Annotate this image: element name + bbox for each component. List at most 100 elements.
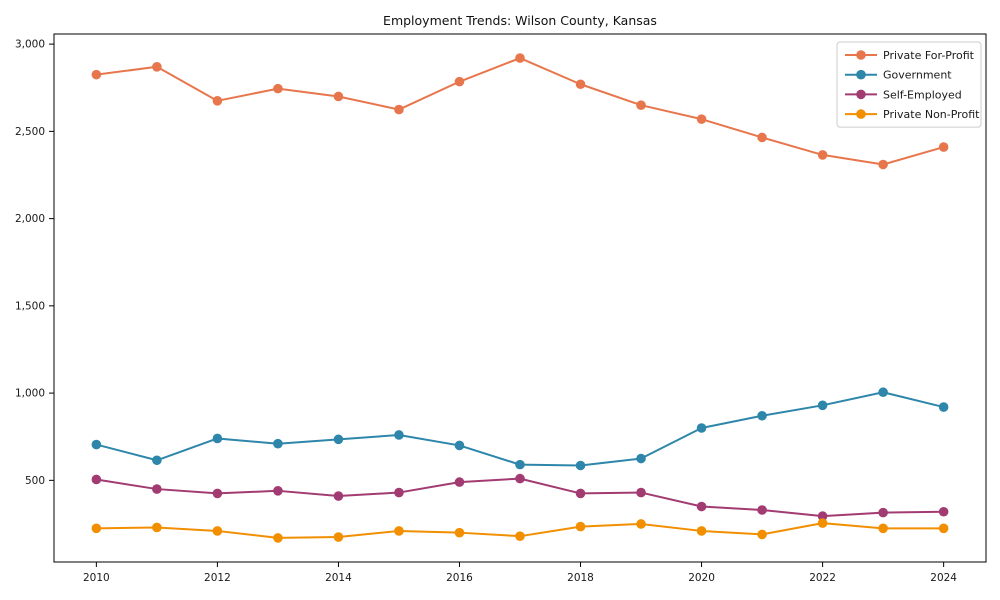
data-point-private-for-profit-2014	[333, 91, 344, 102]
data-point-private-for-profit-2016	[454, 76, 465, 87]
data-point-private-for-profit-2010	[91, 69, 102, 80]
data-point-private-for-profit-2013	[273, 83, 283, 94]
y-tick-label: 1,000	[15, 388, 45, 400]
legend-label: Government	[883, 69, 952, 82]
data-point-government-2020	[696, 423, 707, 433]
x-tick-label: 2014	[325, 572, 352, 584]
data-point-private-for-profit-2022	[817, 150, 828, 160]
data-point-government-2024	[938, 402, 949, 412]
data-point-government-2012	[212, 433, 223, 444]
data-point-private-non-profit-2012	[212, 526, 223, 536]
data-point-government-2017	[515, 459, 525, 470]
data-point-private-non-profit-2023	[878, 523, 888, 534]
data-point-private-non-profit-2014	[333, 532, 344, 542]
legend-item-self-employed: Self-Employed	[845, 88, 962, 101]
legend-box	[836, 41, 982, 128]
data-point-private-for-profit-2023	[878, 159, 888, 170]
data-point-private-for-profit-2011	[152, 62, 162, 72]
data-point-self-employed-2010	[91, 474, 102, 485]
data-point-private-non-profit-2015	[394, 526, 404, 536]
data-point-government-2022	[817, 400, 828, 411]
y-tick-label: 1,500	[15, 300, 45, 312]
legend-sample-marker	[856, 50, 866, 60]
legend-label: Private For-Profit	[883, 49, 975, 62]
x-tick-label: 2022	[809, 572, 836, 584]
data-point-government-2015	[394, 430, 404, 440]
series-private-for-profit	[91, 53, 949, 170]
x-tick-label: 2010	[83, 572, 110, 584]
data-point-private-non-profit-2016	[454, 527, 465, 538]
data-point-government-2011	[152, 455, 162, 466]
legend-item-government: Government	[845, 69, 952, 82]
data-point-self-employed-2017	[515, 473, 525, 484]
data-point-self-employed-2015	[394, 487, 404, 498]
data-point-self-employed-2020	[696, 501, 707, 512]
data-point-self-employed-2019	[636, 487, 646, 498]
data-point-government-2010	[91, 439, 102, 450]
x-tick-label: 2016	[446, 572, 473, 584]
legend-item-private-non-profit: Private Non-Profit	[845, 108, 980, 121]
legend-item-private-for-profit: Private For-Profit	[845, 49, 975, 62]
legend-sample-marker	[856, 109, 866, 119]
data-point-private-non-profit-2011	[152, 522, 162, 533]
data-point-private-non-profit-2013	[273, 533, 283, 543]
data-point-private-for-profit-2012	[212, 96, 223, 106]
data-point-government-2019	[636, 453, 646, 464]
y-tick-label: 2,500	[15, 126, 45, 138]
data-point-private-for-profit-2020	[696, 114, 707, 124]
data-point-self-employed-2018	[575, 488, 586, 499]
chart-title: Employment Trends: Wilson County, Kansas	[383, 13, 657, 28]
data-point-private-non-profit-2021	[757, 529, 767, 540]
data-point-government-2014	[333, 434, 344, 445]
data-point-self-employed-2013	[273, 486, 283, 496]
y-tick-label: 3,000	[15, 39, 45, 51]
x-tick-label: 2024	[930, 572, 957, 584]
x-tick-label: 2012	[204, 572, 231, 584]
data-point-private-for-profit-2018	[575, 79, 586, 90]
data-point-private-non-profit-2017	[515, 531, 525, 541]
data-point-self-employed-2012	[212, 488, 223, 499]
axes: 500 1,000 1,500 2,000 2,500 3,000 2010 2012 2014…	[15, 39, 957, 584]
legend-label: Self-Employed	[883, 88, 962, 101]
data-point-private-for-profit-2021	[757, 132, 767, 143]
data-point-government-2013	[273, 438, 283, 449]
legend: Private For-Profit Government Self-Employe…	[836, 41, 982, 128]
data-point-self-employed-2021	[757, 505, 767, 515]
data-point-self-employed-2014	[333, 491, 344, 501]
legend-sample-marker	[856, 89, 866, 100]
plot-frame	[53, 33, 987, 563]
data-point-private-for-profit-2015	[394, 104, 404, 115]
data-point-private-non-profit-2022	[817, 518, 828, 528]
data-point-private-for-profit-2017	[515, 53, 525, 63]
series-line-government	[95, 391, 945, 467]
y-tick-label: 2,000	[15, 213, 45, 225]
series-line-self-employed	[95, 477, 945, 518]
legend-label: Private Non-Profit	[883, 108, 980, 121]
data-point-private-non-profit-2010	[91, 523, 102, 534]
data-point-private-for-profit-2019	[636, 100, 646, 110]
x-tick-label: 2020	[688, 572, 715, 584]
data-point-self-employed-2023	[878, 507, 888, 518]
data-point-private-non-profit-2018	[575, 521, 586, 532]
data-point-government-2023	[878, 387, 888, 398]
data-point-private-for-profit-2024	[938, 142, 949, 152]
data-point-government-2018	[575, 460, 586, 471]
series-government	[91, 387, 949, 471]
series-line-private-for-profit	[95, 57, 945, 166]
data-point-self-employed-2022	[817, 511, 828, 521]
data-point-self-employed-2011	[152, 484, 162, 494]
legend-sample-marker	[856, 69, 866, 80]
series-private-non-profit	[91, 518, 949, 543]
data-point-self-employed-2024	[938, 506, 949, 517]
y-tick-label: 500	[25, 475, 45, 487]
data-point-government-2021	[757, 410, 767, 421]
data-point-private-non-profit-2019	[636, 519, 646, 529]
data-point-private-non-profit-2024	[938, 523, 949, 534]
data-point-government-2016	[454, 440, 465, 451]
x-tick-label: 2018	[567, 572, 594, 584]
series-self-employed	[91, 473, 949, 521]
data-point-private-non-profit-2020	[696, 526, 707, 536]
data-point-self-employed-2016	[454, 477, 465, 487]
